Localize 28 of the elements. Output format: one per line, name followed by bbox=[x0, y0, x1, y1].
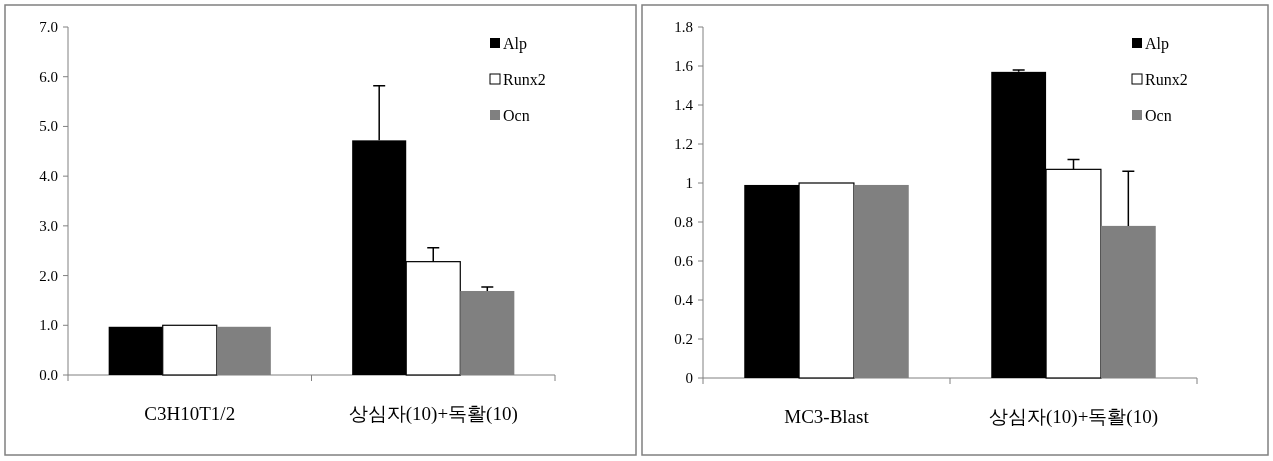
y-tick-label: 6.0 bbox=[39, 68, 58, 85]
y-tick-label: 7.0 bbox=[39, 19, 58, 35]
y-tick-label: 0.8 bbox=[674, 214, 693, 230]
y-tick-label: 5.0 bbox=[39, 118, 58, 135]
x-tick-label: 상심자(10)+독활(10) bbox=[348, 403, 518, 425]
y-tick-label: 0.6 bbox=[674, 253, 694, 269]
legend-label: Alp bbox=[503, 35, 527, 53]
y-tick-label: 1.2 bbox=[674, 136, 693, 152]
y-tick-label: 0 bbox=[685, 370, 693, 386]
legend-label: Ocn bbox=[1145, 107, 1172, 124]
y-tick-label: 1.8 bbox=[674, 19, 693, 35]
y-tick-label: 1 bbox=[685, 175, 693, 191]
y-tick-label: 4.0 bbox=[39, 168, 58, 185]
legend-label: Runx2 bbox=[1145, 71, 1188, 88]
y-tick-label: 0.0 bbox=[39, 367, 58, 383]
y-tick-label: 1.0 bbox=[39, 317, 58, 334]
y-tick-label: 0.4 bbox=[674, 292, 694, 308]
x-tick-label: MC3-Blast bbox=[784, 406, 870, 427]
legend-label: Alp bbox=[1145, 35, 1169, 53]
y-tick-label: 0.2 bbox=[674, 331, 693, 347]
y-tick-label: 1.4 bbox=[674, 97, 694, 113]
x-tick-label: C3H10T1/2 bbox=[144, 403, 236, 424]
x-tick-label: 상심자(10)+독활(10) bbox=[988, 406, 1159, 428]
y-tick-label: 3.0 bbox=[39, 217, 58, 234]
legend-label: Ocn bbox=[503, 107, 530, 124]
y-tick-label: 2.0 bbox=[39, 267, 58, 284]
y-tick-label: 1.6 bbox=[674, 58, 694, 74]
legend-label: Runx2 bbox=[503, 71, 546, 88]
